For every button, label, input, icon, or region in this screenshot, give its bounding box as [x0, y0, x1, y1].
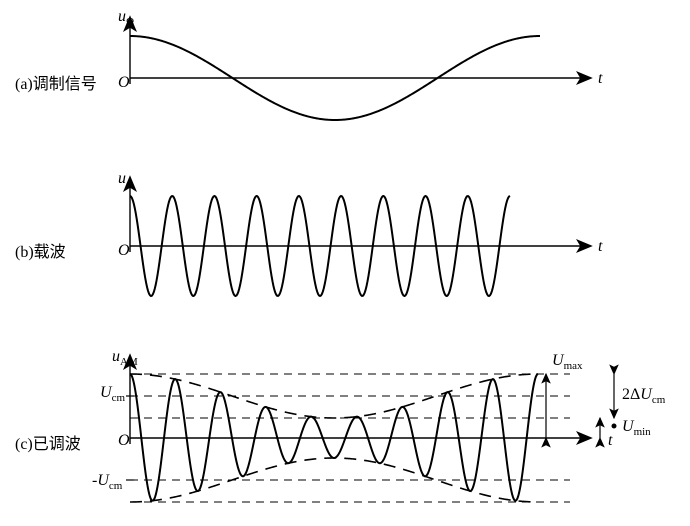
panel-a-t-label: t [598, 70, 602, 88]
ucm-plus-label: Ucm [100, 384, 125, 404]
panel-b-t-label: t [598, 238, 602, 256]
panel-b-origin: O [118, 242, 130, 260]
two-delta-ucm-label: 2ΔUcm [622, 386, 665, 406]
panel-a-origin: O [118, 74, 130, 92]
panel-c-label: (c)已调波 [15, 430, 81, 454]
panel-c-t-label: t [608, 432, 612, 450]
panel-c-y-label: uAM [112, 348, 138, 368]
panel-b-label: (b)载波 [15, 238, 66, 262]
umax-label: Umax [552, 352, 583, 372]
panel-a-y-label: uΩ [118, 8, 134, 28]
ucm-minus-label: -Ucm [92, 472, 122, 492]
panel-c-origin: O [118, 432, 130, 450]
panel-b-y-label: uc [118, 170, 131, 190]
diagram-canvas [0, 0, 690, 526]
panel-a-label: (a)调制信号 [15, 70, 97, 94]
umin-label: Umin [622, 418, 651, 438]
